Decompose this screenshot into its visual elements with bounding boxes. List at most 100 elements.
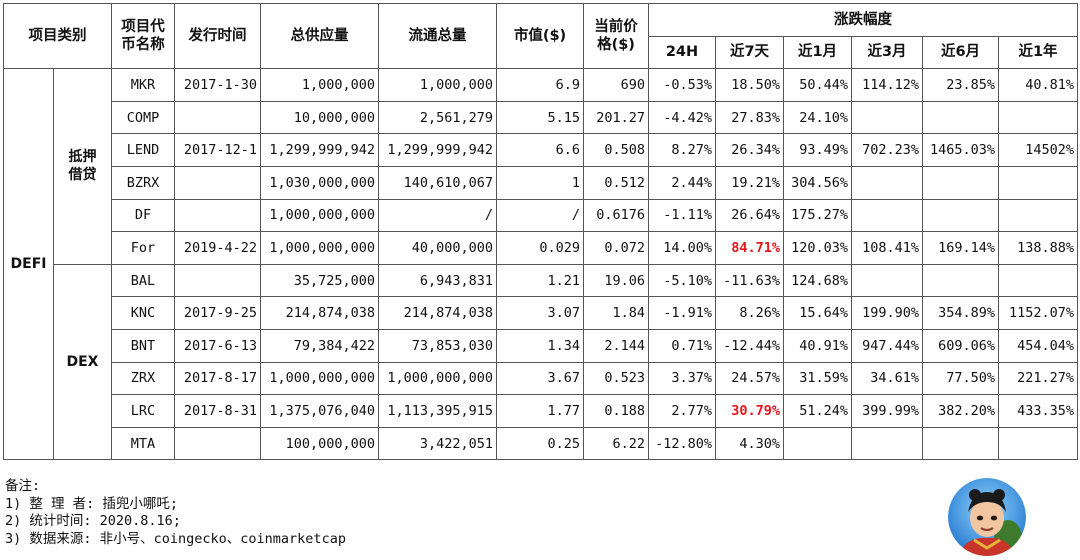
total-supply: 1,030,000,000: [260, 165, 379, 200]
nezha-avatar-icon: [948, 478, 1026, 556]
change-3m: [851, 426, 923, 461]
table-row: LEND 2017-12-1 1,299,999,942 1,299,999,942 6…: [4, 133, 1078, 167]
total-supply: 1,000,000,000: [260, 198, 379, 233]
table-row: COMP 10,000,000 2,561,279 5.15 201.27 -4.42% 2…: [4, 100, 1078, 135]
change-24h: 8.27%: [648, 133, 716, 167]
price: 0.523: [583, 361, 649, 396]
issue-date: 2019-4-22: [174, 231, 261, 265]
token-symbol: KNC: [111, 296, 175, 330]
table-row: MTA 100,000,000 3,422,051 0.25 6.22 -12.80% 4.…: [4, 426, 1078, 461]
table-row: DF 1,000,000,000//0.6176 -1.11% 26.64% 175.2…: [4, 198, 1078, 233]
market-cap: 1.77: [496, 394, 584, 428]
issue-date: 2017-9-25: [174, 296, 261, 330]
change-7d: 19.21%: [715, 165, 784, 200]
change-1m: 175.27%: [783, 198, 852, 233]
issue-date: [174, 426, 261, 461]
price: 201.27: [583, 100, 649, 135]
header-category: 项目类别: [3, 2, 112, 70]
header-market-cap: 市值($): [496, 2, 584, 70]
notes: 备注: 1) 整 理 者: 插兜小哪吒; 2) 统计时间: 2020.8.16;…: [5, 478, 346, 548]
total-supply: 214,874,038: [260, 296, 379, 330]
change-7d: 30.79%: [715, 394, 784, 428]
market-cap: /: [496, 198, 584, 233]
change-1m: 124.68%: [783, 263, 852, 298]
total-supply: 1,000,000,000: [260, 361, 379, 396]
change-24h: -1.91%: [648, 296, 716, 330]
table-row: ZRX 2017-8-17 1,000,000,000 1,000,000,000 3.…: [4, 361, 1078, 396]
header-price: 当前价 格($): [583, 2, 649, 70]
token-symbol: BZRX: [111, 165, 175, 200]
change-1m: 24.10%: [783, 100, 852, 135]
change-7d: 26.64%: [715, 198, 784, 233]
table-row: DEX BAL 35,725,000 6,943,831 1.21 19.06 -5.10%…: [4, 263, 1078, 461]
price: 0.188: [583, 394, 649, 428]
change-3m: 199.90%: [851, 296, 923, 330]
total-supply: 79,384,422: [260, 328, 379, 363]
header-change: 涨跌幅度: [648, 3, 1078, 37]
market-cap: 0.029: [496, 231, 584, 265]
table-row: For 2019-4-22 1,000,000,000 40,000,000 0.029…: [4, 231, 1078, 265]
change-3m: [851, 165, 923, 200]
issue-date: 2017-8-31: [174, 394, 261, 428]
change-1m: 120.03%: [783, 231, 852, 265]
change-1y: 433.35%: [998, 394, 1078, 428]
issue-date: [174, 263, 261, 298]
header-period-7d: 近7天: [715, 35, 784, 70]
header-period-24h: 24H: [648, 35, 716, 70]
token-symbol: BNT: [111, 328, 175, 363]
table-row: LRC 2017-8-31 1,375,076,040 1,113,395,915 1.…: [4, 394, 1078, 428]
change-6m: 23.85%: [922, 68, 999, 102]
change-6m: [922, 100, 999, 135]
change-1m: 31.59%: [783, 361, 852, 396]
change-6m: [922, 426, 999, 461]
subcategory-dex: DEX: [53, 263, 112, 461]
change-6m: 354.89%: [922, 296, 999, 330]
change-1m: 50.44%: [783, 68, 852, 102]
change-1m: 304.56%: [783, 165, 852, 200]
change-24h: -12.80%: [648, 426, 716, 461]
header-period-1y: 近1年: [998, 35, 1078, 70]
table-row: DEFI 抵押 借贷 MKR 2017-1-30 1,000,000 1,000,000 6.…: [3, 68, 1078, 461]
total-supply: 1,375,076,040: [260, 394, 379, 428]
issue-date: [174, 198, 261, 233]
change-24h: 2.77%: [648, 394, 716, 428]
change-3m: 34.61%: [851, 361, 923, 396]
market-cap: 6.6: [496, 133, 584, 167]
table-row: KNC 2017-9-25 214,874,038 214,874,038 3.07 1.…: [4, 296, 1078, 330]
notes-title: 备注:: [5, 478, 41, 494]
issue-date: 2017-12-1: [174, 133, 261, 167]
token-symbol: DF: [111, 198, 175, 233]
total-supply: 100,000,000: [260, 426, 379, 461]
issue-date: 2017-8-17: [174, 361, 261, 396]
circulating-supply: 6,943,831: [378, 263, 497, 298]
market-cap: 1.34: [496, 328, 584, 363]
change-7d: 8.26%: [715, 296, 784, 330]
change-3m: 947.44%: [851, 328, 923, 363]
price: 0.512: [583, 165, 649, 200]
circulating-supply: 3,422,051: [378, 426, 497, 461]
market-cap: 3.07: [496, 296, 584, 330]
change-1m: 15.64%: [783, 296, 852, 330]
header-period-6m: 近6月: [922, 35, 999, 70]
change-1y: 454.04%: [998, 328, 1078, 363]
header-circulating: 流通总量: [378, 2, 497, 70]
change-3m: [851, 198, 923, 233]
price: 0.072: [583, 231, 649, 265]
header-period-1m: 近1月: [783, 35, 852, 70]
price: 1.84: [583, 296, 649, 330]
subcategory-lending: 抵押 借贷: [53, 68, 112, 265]
header-token: 项目代 币名称: [111, 2, 175, 70]
notes-line-2: 2) 统计时间: 2020.8.16;: [5, 513, 181, 529]
price: 690: [583, 68, 649, 102]
change-6m: 169.14%: [922, 231, 999, 265]
change-7d: 84.71%: [715, 231, 784, 265]
change-3m: [851, 263, 923, 298]
change-7d: 27.83%: [715, 100, 784, 135]
change-24h: 0.71%: [648, 328, 716, 363]
change-1y: 138.88%: [998, 231, 1078, 265]
change-3m: [851, 100, 923, 135]
change-7d: -12.44%: [715, 328, 784, 363]
change-1y: 221.27%: [998, 361, 1078, 396]
token-symbol: ZRX: [111, 361, 175, 396]
header-period-3m: 近3月: [851, 35, 923, 70]
